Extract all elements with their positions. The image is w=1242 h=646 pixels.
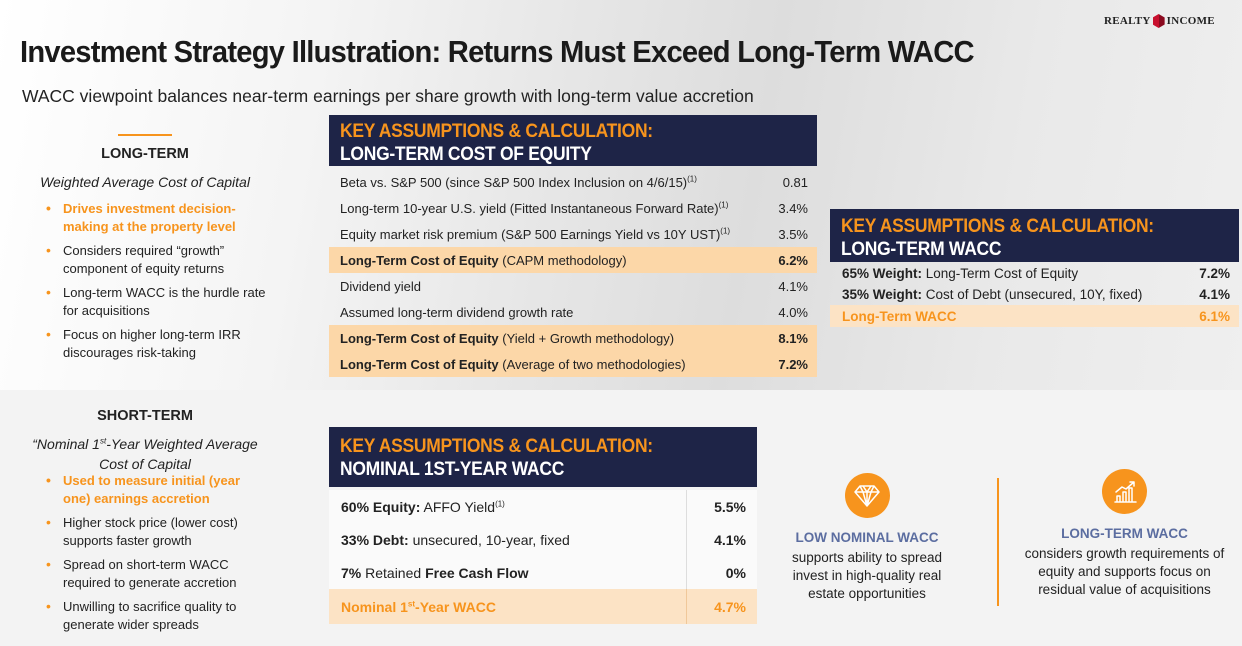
short-term-section: SHORT-TERM “Nominal 1st-Year Weighted Av… — [20, 408, 270, 640]
long-term-subheading: Weighted Average Cost of Capital — [40, 174, 250, 190]
list-item: Focus on higher long-term IRR discourage… — [20, 326, 270, 361]
table-row-highlight: Long-Term Cost of Equity (Average of two… — [329, 351, 817, 377]
short-term-subheading: “Nominal 1st-Year Weighted Average Cost … — [32, 436, 258, 472]
diamond-icon — [844, 473, 890, 518]
table-row: 35% Weight: Cost of Debt (unsecured, 10Y… — [842, 287, 1230, 302]
table-row: Dividend yield 4.1% — [340, 278, 808, 294]
table-row: 65% Weight: Long-Term Cost of Equity 7.2… — [842, 266, 1230, 281]
list-item: Used to measure initial (year one) earni… — [20, 472, 270, 507]
list-item: Higher stock price (lower cost) supports… — [20, 514, 270, 549]
section-divider — [118, 134, 172, 136]
table-row: 7% Retained Free Cash Flow 0% — [329, 556, 757, 589]
long-term-section: LONG-TERM Weighted Average Cost of Capit… — [20, 134, 270, 368]
list-item: Considers required “growth” component of… — [20, 242, 270, 277]
list-item: Spread on short-term WACC required to ge… — [20, 556, 270, 591]
list-item: Long-term WACC is the hurdle rate for ac… — [20, 284, 270, 319]
callout-divider — [997, 478, 999, 606]
table-row: 33% Debt: unsecured, 10-year, fixed 4.1% — [329, 523, 757, 556]
nominal-panel-header: KEY ASSUMPTIONS & CALCULATION: NOMINAL 1… — [329, 427, 757, 487]
page-subtitle: WACC viewpoint balances near-term earnin… — [22, 86, 754, 106]
wacc-panel-header: KEY ASSUMPTIONS & CALCULATION: LONG-TERM… — [830, 209, 1239, 262]
page-title: Investment Strategy Illustration: Return… — [20, 34, 975, 69]
table-row: Equity market risk premium (S&P 500 Earn… — [340, 226, 808, 242]
wacc-table: 65% Weight: Long-Term Cost of Equity 7.2… — [830, 263, 1239, 327]
table-row: Long-term 10-year U.S. yield (Fitted Ins… — [340, 200, 808, 216]
table-row-highlight: Nominal 1st-Year WACC 4.7% — [329, 589, 757, 624]
long-term-bullets: Drives investment decision-making at the… — [20, 200, 270, 361]
short-term-heading: SHORT-TERM — [97, 408, 193, 424]
nominal-table: 60% Equity: AFFO Yield(1) 5.5% 33% Debt:… — [329, 490, 757, 624]
growth-chart-icon — [1102, 469, 1147, 514]
coe-panel-header: KEY ASSUMPTIONS & CALCULATION: LONG-TERM… — [329, 115, 817, 166]
table-row-highlight: Long-Term Cost of Equity (CAPM methodolo… — [329, 247, 817, 273]
table-row: 60% Equity: AFFO Yield(1) 5.5% — [329, 490, 757, 523]
list-item: Unwilling to sacrifice quality to genera… — [20, 598, 270, 633]
short-term-bullets: Used to measure initial (year one) earni… — [20, 472, 270, 633]
list-item: Drives investment decision-making at the… — [20, 200, 270, 235]
table-row-highlight: Long-Term Cost of Equity (Yield + Growth… — [329, 325, 817, 351]
logo-mark-icon — [1152, 14, 1165, 28]
table-row-highlight: Long-Term WACC 6.1% — [830, 305, 1239, 327]
table-row: Assumed long-term dividend growth rate 4… — [340, 304, 808, 320]
callout-long-term-wacc: LONG-TERM WACC considers growth requirem… — [1022, 469, 1227, 599]
coe-table: Beta vs. S&P 500 (since S&P 500 Index In… — [329, 169, 817, 377]
table-row: Beta vs. S&P 500 (since S&P 500 Index In… — [340, 174, 808, 190]
callout-low-nominal-wacc: LOW NOMINAL WACC supports ability to spr… — [787, 473, 947, 603]
long-term-heading: LONG-TERM — [101, 146, 189, 162]
company-logo: REALTY INCOME — [1104, 14, 1215, 28]
